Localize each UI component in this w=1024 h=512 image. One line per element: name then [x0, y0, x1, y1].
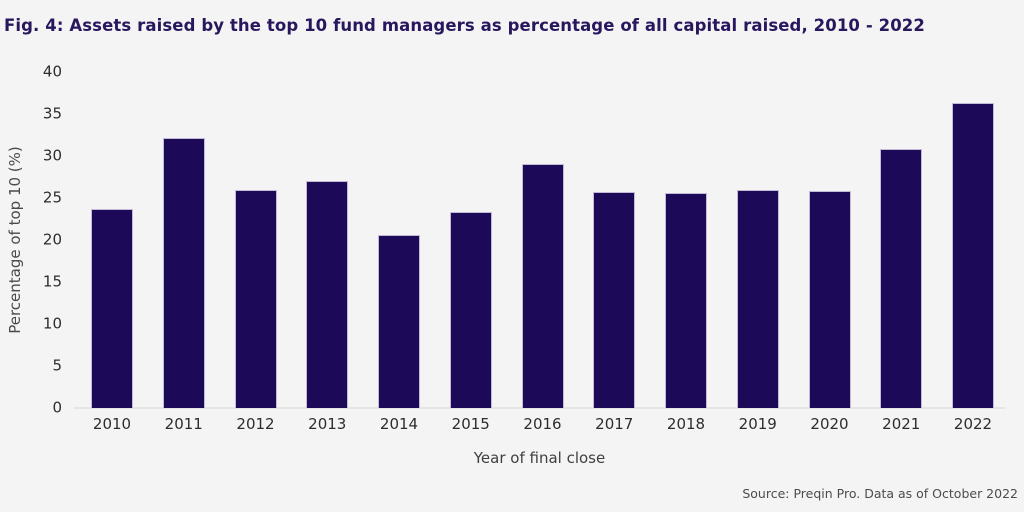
y-tick-label: 15	[42, 272, 62, 291]
bar-2012	[234, 190, 277, 408]
plot-area	[74, 72, 1005, 409]
y-tick-label: 0	[52, 398, 62, 417]
x-tick-label: 2010	[92, 415, 132, 433]
bar-2020	[808, 191, 851, 408]
y-axis-ticks: 0 5 10 15 20 25 30 35 40	[0, 64, 62, 415]
x-tick-label: 2011	[164, 415, 203, 433]
bar-2017	[593, 192, 636, 408]
y-tick-label: 5	[52, 356, 62, 375]
x-tick-label: 2019	[738, 415, 777, 433]
x-tick-label: 2014	[379, 415, 419, 433]
x-axis-line	[74, 407, 1005, 409]
x-tick-label: 2018	[666, 415, 706, 433]
x-tick-label: 2021	[882, 415, 921, 433]
x-axis-title: Year of final close	[473, 449, 606, 467]
x-tick-label: 2013	[308, 415, 347, 433]
y-tick-label: 40	[42, 62, 62, 81]
bar-2021	[880, 149, 923, 408]
bar-2022	[952, 103, 994, 408]
x-tick-label: 2022	[953, 415, 993, 433]
y-tick-label: 35	[42, 104, 62, 123]
bar-2010	[91, 208, 133, 408]
y-tick-label: 30	[42, 146, 62, 165]
x-tick-label: 2020	[810, 415, 849, 433]
bar-2018	[665, 192, 707, 408]
bar-2015	[449, 212, 492, 408]
y-tick-label: 20	[42, 230, 62, 249]
source-note: Source: Preqin Pro. Data as of October 2…	[742, 486, 1018, 501]
y-tick-label: 10	[42, 314, 62, 333]
x-tick-label: 2012	[236, 415, 275, 433]
x-axis-ticks: 2010 2011 2012 2013 2014 2015 2016 2017 2018 2019…	[74, 415, 1005, 435]
bar-2011	[162, 138, 205, 408]
x-tick-label: 2015	[451, 415, 490, 433]
bar-2016	[521, 163, 564, 408]
bar-2019	[736, 189, 779, 408]
x-tick-label: 2017	[595, 415, 634, 433]
bar-2014	[378, 234, 420, 408]
y-tick-label: 25	[42, 188, 62, 207]
bar-2013	[306, 181, 349, 408]
figure-title: Fig. 4: Assets raised by the top 10 fund…	[4, 16, 925, 35]
x-tick-label: 2016	[523, 415, 562, 433]
